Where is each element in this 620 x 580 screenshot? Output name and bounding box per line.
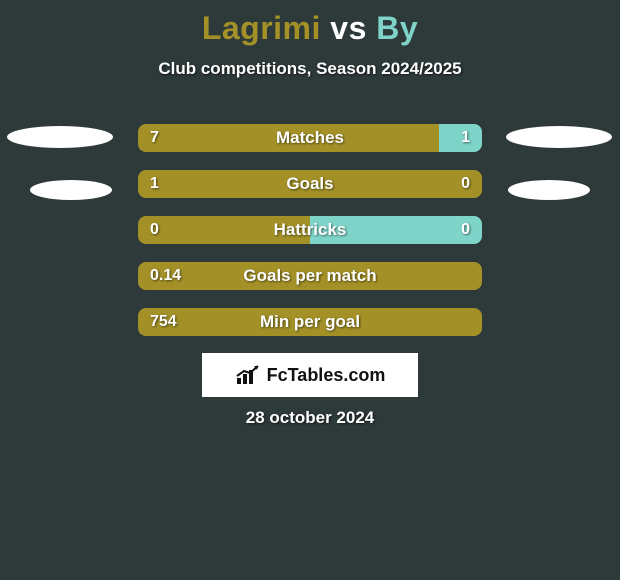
page-title: Lagrimi vs By <box>0 0 620 47</box>
stat-row: Goals per match0.14 <box>138 262 482 290</box>
subtitle: Club competitions, Season 2024/2025 <box>0 59 620 79</box>
stat-bar-left <box>138 262 482 290</box>
date-text: 28 october 2024 <box>0 408 620 428</box>
source-badge: FcTables.com <box>202 353 418 397</box>
stat-bar-left <box>138 216 310 244</box>
photo-placeholder-p1-top <box>7 126 113 148</box>
player2-name: By <box>376 10 418 46</box>
stat-rows: Matches71 Goals10 Hattricks00 Goals per mat… <box>138 124 482 354</box>
photo-placeholder-p1-bottom <box>30 180 112 200</box>
vs-word: vs <box>330 10 367 46</box>
stat-row: Matches71 <box>138 124 482 152</box>
stat-bar-left <box>138 124 439 152</box>
stat-bar-right <box>310 216 482 244</box>
stat-bar-left <box>138 308 482 336</box>
stat-bar-right <box>439 124 482 152</box>
chart-icon <box>235 364 261 386</box>
stat-row: Hattricks00 <box>138 216 482 244</box>
source-badge-text: FcTables.com <box>267 365 386 386</box>
photo-placeholder-p2-top <box>506 126 612 148</box>
player1-name: Lagrimi <box>202 10 321 46</box>
infographic-root: Lagrimi vs By Club competitions, Season … <box>0 0 620 580</box>
stat-row: Min per goal754 <box>138 308 482 336</box>
stat-bar-left <box>138 170 482 198</box>
photo-placeholder-p2-bottom <box>508 180 590 200</box>
stat-row: Goals10 <box>138 170 482 198</box>
